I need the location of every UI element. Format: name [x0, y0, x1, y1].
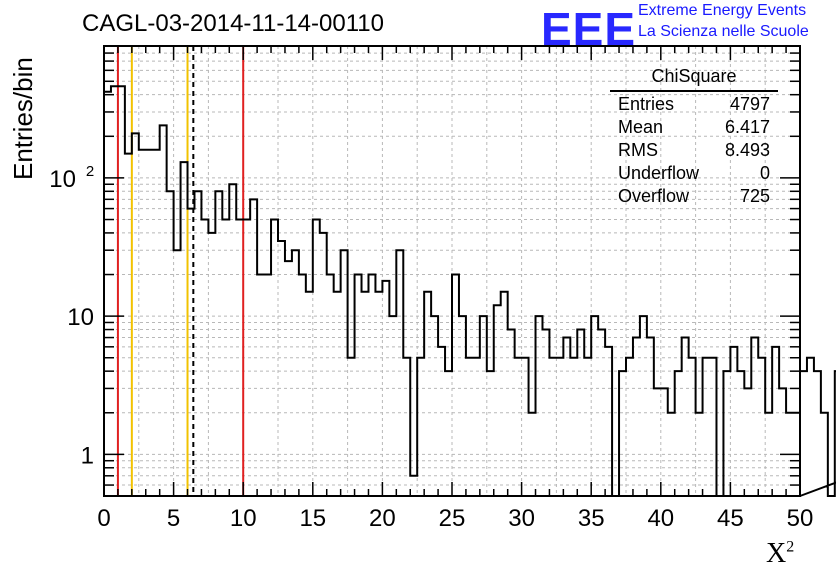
- x-tick-label: 40: [647, 505, 674, 532]
- reference-lines: [116, 46, 245, 496]
- x-tick-label: 50: [787, 505, 814, 532]
- x-tick-label: 0: [97, 505, 110, 532]
- eee-logo: EEE: [541, 3, 637, 55]
- x-tick-label: 45: [717, 505, 744, 532]
- stats-label: Underflow: [618, 163, 700, 183]
- stats-value: 8.493: [724, 140, 770, 160]
- stats-row-mean: Mean 6.417: [610, 117, 778, 140]
- histogram-series: [103, 85, 836, 497]
- x-tick-label: 35: [578, 505, 605, 532]
- stats-value: 4797: [729, 94, 770, 114]
- y-tick-label: 1: [81, 442, 94, 469]
- stats-box: ChiSquare Entries 4797 Mean 6.417 RMS 8.493…: [610, 66, 778, 209]
- stats-row-underflow: Underflow 0: [610, 163, 778, 186]
- stats-row-entries: Entries 4797: [610, 94, 778, 117]
- stats-label: Overflow: [618, 186, 690, 206]
- y-tick-label: 10: [67, 304, 94, 331]
- tick-labels: 0 5 10 15 20 25 30 35 40 45 50 1 10 10 2: [49, 163, 813, 532]
- x-axis-symbol: X: [766, 538, 787, 569]
- stats-value: 6.417: [724, 117, 770, 137]
- logo-line-2: La Scienza nelle Scuole: [638, 23, 809, 40]
- x-tick-label: 25: [439, 505, 466, 532]
- x-tick-label: 20: [369, 505, 396, 532]
- stats-row-overflow: Overflow 725: [610, 186, 778, 209]
- chart-title: CAGL-03-2014-11-14-00110: [82, 10, 384, 37]
- stats-row-rms: RMS 8.493: [610, 140, 778, 163]
- stats-name: ChiSquare: [610, 66, 778, 92]
- x-axis-exponent: 2: [786, 538, 795, 556]
- y-tick-label: 10: [49, 166, 76, 193]
- stats-value: 0: [759, 163, 770, 183]
- x-tick-label: 15: [299, 505, 326, 532]
- x-tick-label: 10: [230, 505, 257, 532]
- y-axis-label: Entries/bin: [8, 57, 38, 180]
- x-axis-label: X2: [766, 538, 794, 570]
- x-tick-label: 5: [167, 505, 180, 532]
- logo-line-1: Extreme Energy Events: [638, 2, 807, 19]
- stats-value: 725: [739, 186, 770, 206]
- y-tick-label-exponent: 2: [86, 163, 94, 180]
- stats-label: Entries: [618, 94, 675, 114]
- x-tick-label: 30: [508, 505, 535, 532]
- stats-label: RMS: [618, 140, 658, 160]
- axis-ticks: [103, 45, 801, 497]
- stats-label: Mean: [618, 117, 664, 137]
